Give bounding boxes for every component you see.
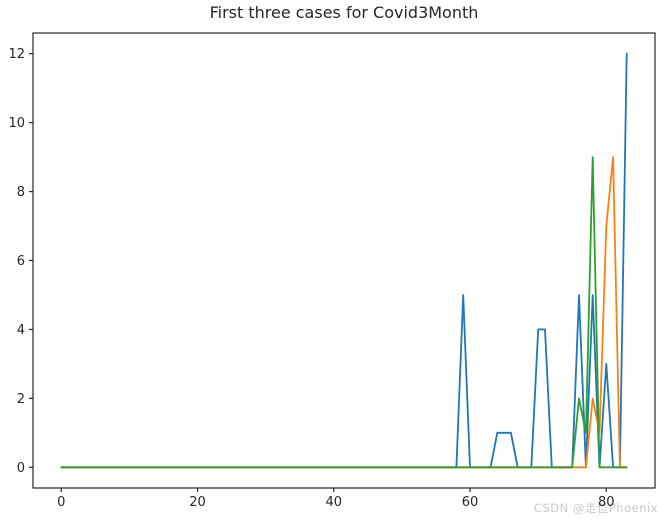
watermark: CSDN @走位Phoenix [533,501,658,515]
x-tick-label: 20 [189,495,206,510]
y-tick-label: 4 [17,323,25,338]
y-tick-label: 8 [17,185,25,200]
y-tick-label: 2 [17,392,25,407]
x-tick-label: 0 [57,495,65,510]
y-tick-label: 0 [17,461,25,476]
axes-spines [32,32,656,489]
x-tick-label: 80 [598,495,615,510]
x-tick-label: 40 [326,495,343,510]
case-2-line [60,156,628,469]
chart-title: First three cases for Covid3Month [209,3,479,22]
x-tick-label: 60 [462,495,479,510]
y-tick-label: 12 [8,47,25,62]
case-3-line [60,156,628,469]
y-tick-label: 6 [17,254,25,269]
case-1-line [60,52,628,469]
y-tick-label: 10 [8,116,25,131]
